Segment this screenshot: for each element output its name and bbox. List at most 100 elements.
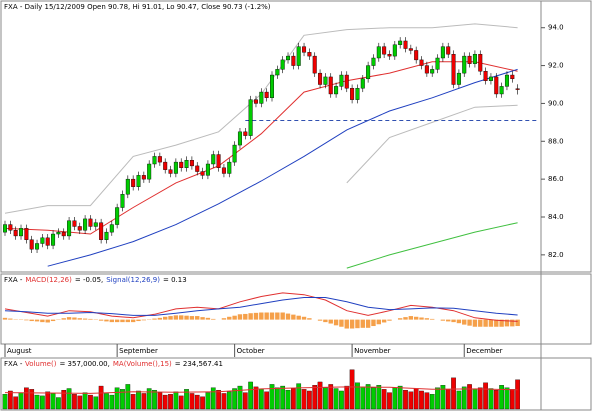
histogram-bar bbox=[211, 318, 216, 320]
histogram-bar bbox=[472, 319, 478, 327]
candle-body bbox=[302, 46, 307, 53]
candle-body bbox=[173, 161, 178, 174]
histogram-bar bbox=[403, 317, 408, 320]
price-panel bbox=[0, 0, 592, 273]
candle-body bbox=[510, 74, 515, 80]
histogram-bar bbox=[291, 314, 296, 320]
x-tick-label: August bbox=[7, 347, 32, 355]
histogram-bar bbox=[488, 319, 494, 327]
histogram-bar bbox=[98, 319, 104, 321]
volume-bar bbox=[162, 394, 168, 410]
candle-body bbox=[392, 44, 397, 57]
histogram-bar bbox=[360, 319, 365, 328]
candle-body bbox=[232, 144, 237, 163]
candle-body bbox=[483, 71, 488, 81]
histogram-bar bbox=[2, 317, 8, 320]
volume-bar bbox=[189, 393, 195, 410]
candle-body bbox=[339, 74, 344, 87]
candle-body bbox=[120, 194, 125, 208]
volume-bar bbox=[301, 389, 307, 410]
histogram-bar bbox=[301, 316, 307, 320]
histogram-bar bbox=[307, 318, 312, 320]
histogram-bar bbox=[510, 319, 515, 327]
histogram-bar bbox=[339, 319, 344, 327]
candle-body bbox=[67, 220, 72, 237]
x-tick-label: October bbox=[237, 347, 265, 355]
candle-body bbox=[398, 40, 403, 45]
volume-bar bbox=[50, 393, 56, 410]
histogram-bar bbox=[467, 319, 472, 326]
volume-bar bbox=[413, 388, 419, 410]
candle-body bbox=[152, 156, 157, 165]
histogram-bar bbox=[328, 319, 333, 324]
histogram-bar bbox=[376, 319, 381, 325]
candle-body bbox=[61, 231, 66, 237]
candle-body bbox=[318, 72, 323, 85]
volume-bar bbox=[365, 384, 371, 410]
candle-body bbox=[51, 233, 56, 246]
candle-body bbox=[344, 74, 349, 89]
volume-bar bbox=[424, 392, 430, 410]
volume-bar bbox=[339, 390, 344, 410]
volume-bar bbox=[194, 394, 200, 410]
volume-bar bbox=[504, 387, 510, 410]
volume-bar bbox=[61, 389, 67, 410]
histogram-bar bbox=[200, 317, 205, 320]
histogram-bar bbox=[232, 315, 237, 320]
histogram-bar bbox=[365, 319, 371, 328]
volume-bar bbox=[109, 394, 115, 410]
histogram-bar bbox=[173, 315, 179, 320]
volume-bar bbox=[72, 394, 77, 410]
histogram-bar bbox=[8, 318, 13, 320]
volume-bar bbox=[146, 388, 152, 410]
candle-body bbox=[328, 76, 333, 95]
candle-body bbox=[371, 57, 376, 66]
candle-body bbox=[270, 74, 275, 98]
volume-bar bbox=[173, 391, 179, 410]
candle-body bbox=[499, 86, 504, 95]
histogram-bar bbox=[333, 319, 339, 326]
candle-body bbox=[109, 224, 114, 233]
candle-body bbox=[440, 46, 445, 59]
histogram-bar bbox=[205, 317, 211, 320]
histogram-bar bbox=[61, 318, 66, 320]
histogram-bar bbox=[221, 318, 227, 320]
volume-bar bbox=[82, 392, 88, 410]
candle-body bbox=[93, 222, 98, 227]
candle-body bbox=[125, 178, 130, 195]
volume-bar bbox=[440, 385, 446, 410]
volume-bar bbox=[387, 392, 392, 410]
histogram-bar bbox=[66, 317, 72, 320]
candle-body bbox=[419, 59, 424, 66]
volume-bar bbox=[200, 396, 205, 410]
candle-body bbox=[216, 154, 221, 168]
histogram-bar bbox=[371, 319, 376, 327]
volume-bar bbox=[130, 394, 136, 410]
candle-body bbox=[366, 65, 371, 80]
volume-bar bbox=[376, 385, 382, 410]
histogram-bar bbox=[114, 319, 120, 323]
histogram-bar bbox=[323, 319, 328, 323]
candle-body bbox=[179, 161, 184, 168]
candle-body bbox=[99, 222, 104, 240]
volume-bar bbox=[18, 392, 24, 410]
histogram-bar bbox=[264, 312, 269, 320]
legend-entry: Volume() bbox=[25, 360, 57, 368]
volume-bar bbox=[291, 388, 296, 410]
volume-bar bbox=[397, 385, 403, 410]
candle-body bbox=[291, 55, 296, 66]
volume-bar bbox=[29, 389, 35, 410]
volume-bar bbox=[216, 389, 221, 410]
histogram-bar bbox=[125, 319, 131, 323]
volume-bar bbox=[456, 390, 462, 410]
candle-body bbox=[205, 163, 210, 176]
candle-body bbox=[462, 55, 467, 74]
candle-body bbox=[312, 55, 317, 74]
volume-bar bbox=[237, 385, 243, 410]
volume-bar bbox=[328, 384, 334, 410]
volume-bar bbox=[114, 387, 120, 410]
volume-bar bbox=[488, 388, 494, 410]
candle-body bbox=[211, 154, 216, 165]
